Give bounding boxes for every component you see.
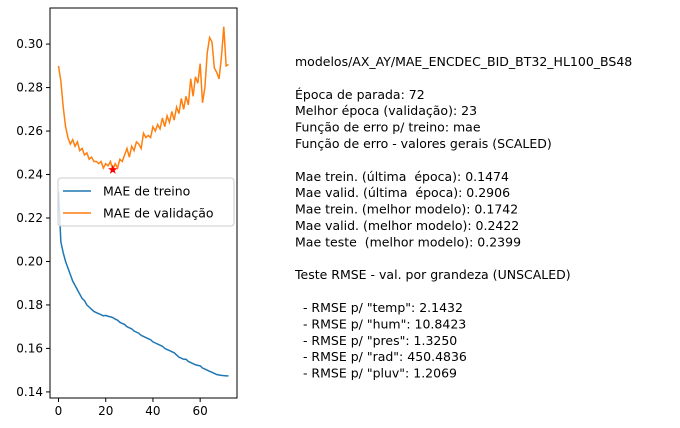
info-line: Mae valid. (melhor modelo): 0.2422 — [295, 218, 519, 233]
info-line: Época de parada: 72 — [295, 87, 425, 102]
info-line: Mae trein. (melhor modelo): 0.1742 — [295, 202, 518, 217]
info-line: Melhor época (validação): 23 — [295, 103, 477, 118]
legend-box — [57, 177, 235, 227]
info-line: - RMSE p/ "temp": 2.1432 — [295, 300, 463, 315]
y-tick-label: 0.30 — [16, 37, 43, 51]
info-line: Mae teste (melhor modelo): 0.2399 — [295, 234, 521, 249]
series-line — [57, 26, 229, 173]
y-tick-label: 0.22 — [16, 211, 43, 225]
series-line — [57, 191, 229, 377]
y-tick-label: 0.20 — [16, 254, 43, 268]
y-tick-label: 0.28 — [16, 81, 43, 95]
plot-frame — [49, 7, 238, 399]
best-marker — [108, 164, 118, 174]
y-tick-label: 0.26 — [16, 124, 43, 138]
info-line: Mae valid. (última época): 0.2906 — [295, 185, 510, 200]
legend-label: MAE de treino — [103, 184, 190, 199]
y-tick-label: 0.18 — [16, 298, 43, 312]
y-tick-label: 0.24 — [16, 168, 43, 182]
info-line: modelos/AX_AY/MAE_ENCDEC_BID_BT32_HL100_… — [295, 54, 632, 69]
legend-label: MAE de validação — [103, 206, 214, 221]
info-line: - RMSE p/ "pluv": 1.2069 — [295, 366, 457, 381]
x-tick-label: 0 — [55, 404, 63, 418]
info-line: - RMSE p/ "pres": 1.3250 — [295, 333, 457, 348]
y-tick-label: 0.14 — [16, 385, 43, 399]
x-tick-label: 40 — [145, 404, 160, 418]
info-line: - RMSE p/ "hum": 10.8423 — [295, 316, 466, 331]
info-line: Função de erro - valores gerais (SCALED) — [295, 136, 552, 151]
info-line: - RMSE p/ "rad": 450.4836 — [295, 349, 467, 364]
info-line: Teste RMSE - val. por grandeza (UNSCALED… — [294, 267, 571, 282]
x-tick-label: 60 — [193, 404, 208, 418]
info-line: Mae trein. (última época): 0.1474 — [295, 169, 509, 184]
info-line: Função de erro p/ treino: mae — [295, 120, 481, 135]
y-tick-label: 0.16 — [16, 341, 43, 355]
x-tick-label: 20 — [98, 404, 113, 418]
